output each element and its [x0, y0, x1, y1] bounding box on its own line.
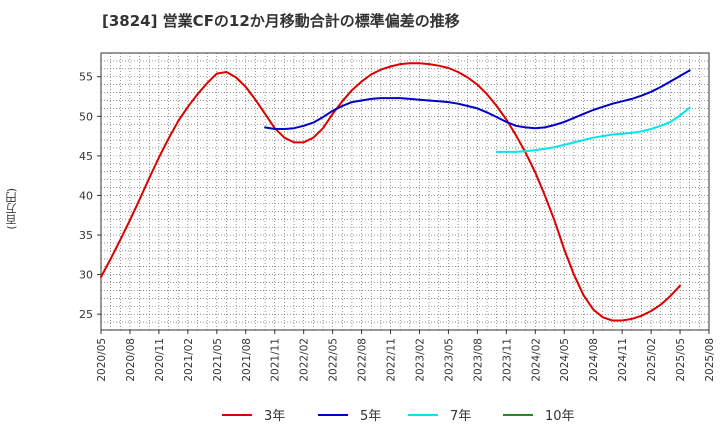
x-tick-label: 2024/02 [530, 338, 542, 382]
y-axis-ticks: 25 30 35 40 45 50 55 [79, 71, 101, 321]
x-tick-label: 2024/05 [559, 338, 571, 382]
series-line-5年 [264, 69, 691, 130]
series-line-3年 [100, 62, 681, 322]
legend-label: 3年 [264, 409, 285, 424]
legend-label: 5年 [360, 409, 381, 424]
x-tick-label: 2022/11 [386, 338, 398, 382]
x-tick-label: 2021/05 [212, 338, 224, 382]
x-tick-label: 2021/08 [241, 338, 253, 382]
x-tick-label: 2020/08 [125, 338, 137, 382]
y-tick-label: 35 [79, 229, 93, 242]
chart-title: [3824] 営業CFの12か月移動合計の標準偏差の推移 [102, 12, 460, 30]
x-axis-ticks: 2020/05 2020/08 2020/11 2021/02 2021/05 2021/… [96, 330, 716, 382]
x-tick-label: 2025/02 [646, 338, 658, 382]
grid-lines [101, 53, 709, 330]
y-tick-label: 55 [79, 71, 93, 84]
x-tick-label: 2020/11 [154, 338, 166, 382]
y-tick-label: 25 [79, 308, 93, 321]
x-tick-label: 2021/11 [270, 338, 282, 382]
series-line-7年 [495, 106, 691, 153]
plot-background [101, 53, 709, 330]
y-tick-label: 40 [79, 189, 93, 202]
x-tick-label: 2025/05 [675, 338, 687, 382]
series-lines [100, 62, 691, 322]
legend: 3年 5年 7年 10年 [222, 409, 575, 424]
x-tick-label: 2022/02 [299, 338, 311, 382]
x-tick-label: 2023/02 [414, 338, 426, 382]
x-tick-label: 2020/05 [96, 338, 108, 382]
x-tick-label: 2024/08 [588, 338, 600, 382]
x-tick-label: 2024/11 [617, 338, 629, 382]
plot-border [100, 52, 710, 331]
legend-label: 7年 [450, 409, 471, 424]
x-tick-label: 2022/05 [328, 338, 340, 382]
x-tick-label: 2023/05 [443, 338, 455, 382]
x-tick-label: 2022/08 [357, 338, 369, 382]
x-tick-label: 2023/08 [472, 338, 484, 382]
x-tick-label: 2023/11 [501, 338, 513, 382]
x-tick-label: 2025/08 [704, 338, 716, 382]
y-tick-label: 30 [79, 269, 93, 282]
y-tick-label: 50 [79, 110, 93, 123]
y-tick-label: 45 [79, 150, 93, 163]
legend-label: 10年 [545, 409, 575, 424]
x-tick-label: 2021/02 [183, 338, 195, 382]
